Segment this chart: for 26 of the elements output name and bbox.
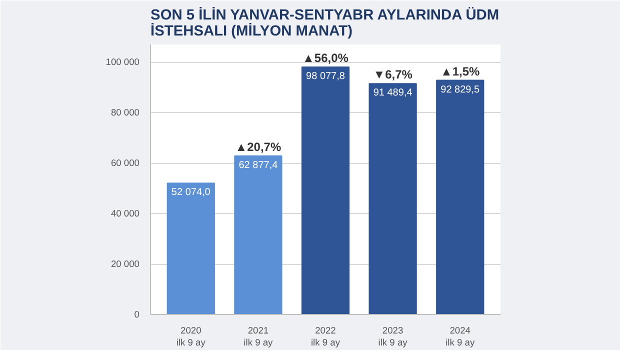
bar [301, 66, 350, 314]
y-tick-label: 100 000 [106, 57, 140, 68]
annotation: ▲20,7% [235, 140, 282, 154]
data-label: 52 074,0 [171, 187, 211, 198]
bar [436, 80, 484, 314]
bar [234, 155, 282, 314]
data-label: 98 077,8 [306, 71, 346, 82]
x-tick-label: 2023 ilk 9 ay [378, 326, 408, 348]
y-tick-label: 40 000 [110, 208, 140, 219]
annotation: ▲56,0% [302, 51, 349, 66]
y-tick-label: 60 000 [110, 158, 140, 168]
data-label: 91 489,4 [373, 88, 413, 99]
y-tick-label: 20 000 [110, 259, 140, 270]
chart-title: SON 5 İLİN YANVAR-SENTYABR AYLARINDA ÜDM İSTEHSALI (MİLYON MANAT) [150, 6, 500, 40]
bar [166, 182, 215, 314]
x-tick-label: 2022 ilk 9 ay [310, 326, 340, 348]
x-tick-label: 2021 ilk 9 ay [244, 326, 274, 348]
y-tick-label: 80 000 [110, 108, 140, 118]
x-tick-label: 2020 ilk 9 ay [176, 326, 206, 348]
data-label: 92 829,5 [440, 84, 480, 96]
data-label: 62 877,4 [238, 160, 278, 171]
x-tick-label: 2024 ilk 9 ay [446, 326, 475, 348]
annotation: ▼6,7% [373, 68, 413, 82]
bar [368, 83, 417, 314]
annotation: ▲1,5% [440, 64, 480, 78]
y-tick-label: 0 [134, 310, 140, 320]
